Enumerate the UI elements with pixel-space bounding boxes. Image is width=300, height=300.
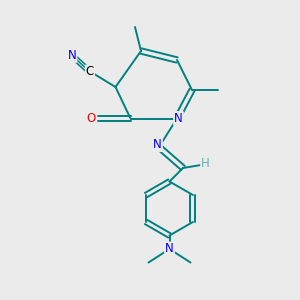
Text: N: N xyxy=(174,112,183,125)
Text: C: C xyxy=(86,65,94,79)
Text: N: N xyxy=(153,138,162,151)
Text: N: N xyxy=(68,49,76,62)
Text: N: N xyxy=(165,242,174,256)
Text: H: H xyxy=(201,157,210,170)
Text: O: O xyxy=(86,112,95,125)
